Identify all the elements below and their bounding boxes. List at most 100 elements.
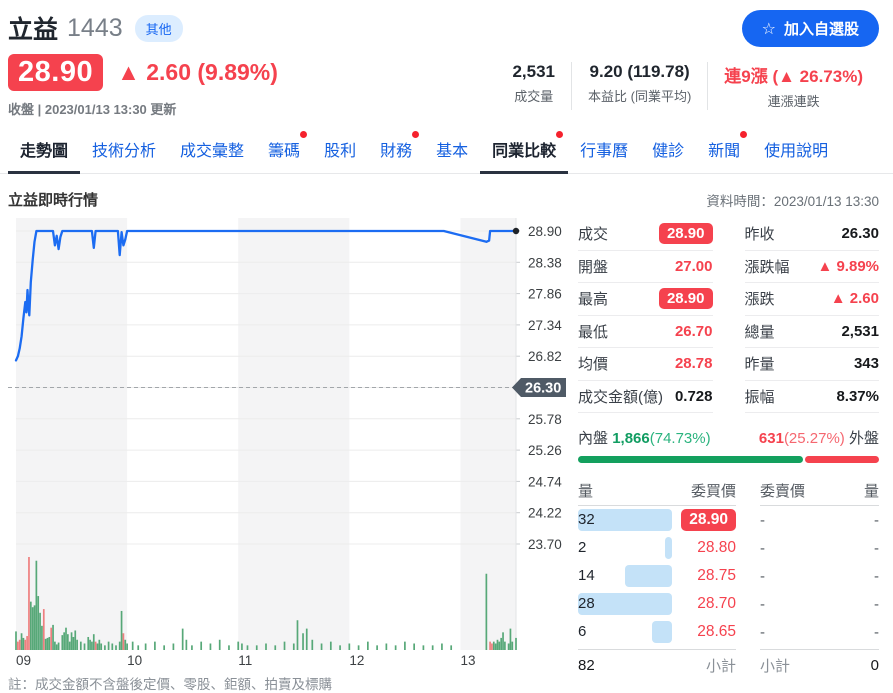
order-book-row: 32 28.90 - - — [578, 506, 879, 534]
ask-price: - — [760, 539, 765, 557]
bid-qty-cell: 14 — [578, 564, 672, 588]
inner-pct: (74.73%) — [649, 430, 711, 447]
inner-value: 1,866 — [612, 430, 650, 447]
price-line — [14, 229, 518, 362]
order-book-row: 6 28.65 - - — [578, 618, 879, 646]
notification-dot-icon — [412, 131, 420, 138]
add-watchlist-button[interactable]: ☆ 加入自選股 — [741, 10, 879, 47]
tab-同業比較[interactable]: 同業比較 — [480, 124, 569, 174]
quote-value: 343 — [853, 355, 879, 373]
tab-label: 使用說明 — [764, 143, 829, 160]
header-left: 立益 1443 其他 28.90 ▲ 2.60 (9.89%) 收盤 | 202… — [8, 10, 278, 118]
ask-price: - — [760, 567, 765, 585]
page-header: 立益 1443 其他 28.90 ▲ 2.60 (9.89%) 收盤 | 202… — [0, 0, 893, 120]
y-axis-label: 28.38 — [528, 255, 562, 270]
tab-成交彙整[interactable]: 成交彙整 — [168, 124, 256, 173]
prev-close-badge — [512, 378, 566, 397]
tab-健診[interactable]: 健診 — [640, 124, 696, 173]
ask-subtotal-label: 小計 — [760, 658, 791, 675]
chart-note: 註：成交金額不含盤後定價、零股、鉅額、拍賣及標購 — [8, 677, 332, 692]
tab-label: 財務 — [380, 143, 413, 160]
y-axis-label: 25.78 — [528, 412, 562, 427]
order-book-row: 2 28.80 - - — [578, 534, 879, 562]
section-title: 立益即時行情 — [8, 192, 99, 209]
bid-qty: 6 — [578, 623, 587, 640]
last-price-dot-icon — [512, 227, 520, 235]
quote-value: 28.90 — [658, 223, 713, 245]
chart-area: 28.90 28.38 27.86 27.34 26.82 25.78 25.26 24.74… — [8, 218, 570, 693]
order-book: 量 委買價 委賣價 量 32 28.90 - - 2 28.80 - - — [578, 476, 879, 681]
tab-bar: 走勢圖 技術分析 成交彙整 籌碼 股利 財務 基本 同業比較 行事曆 健診 新聞 使用說明 — [0, 124, 893, 174]
y-axis-label: 28.90 — [528, 224, 562, 239]
quote-value: 8.37% — [836, 387, 879, 405]
bid-price: 28.80 — [697, 539, 736, 556]
quote-label: 振幅 — [744, 388, 775, 406]
quote-value: ▲ 2.60 — [830, 290, 879, 308]
quote-row: 昨量 343 — [744, 348, 879, 381]
stat-label: 連漲連跌 — [767, 94, 820, 109]
x-axis-label: 11 — [238, 653, 252, 668]
outer-label: 外盤 — [848, 430, 879, 447]
y-axis-label: 27.86 — [528, 287, 562, 302]
update-info: 收盤 | 2023/01/13 13:30 更新 — [8, 102, 177, 117]
star-icon: ☆ — [761, 20, 776, 38]
y-axis-label: 24.22 — [528, 506, 562, 521]
ask-qty: - — [874, 623, 879, 641]
quote-row: 振幅 8.37% — [744, 381, 879, 413]
stock-name: 立益 — [8, 16, 59, 44]
ask-qty: - — [874, 511, 879, 529]
order-book-row: 28 28.70 - - — [578, 590, 879, 618]
tab-基本[interactable]: 基本 — [424, 124, 480, 173]
bid-price: 28.65 — [697, 623, 736, 640]
quote-row: 均價 28.78 — [578, 348, 713, 381]
header-bid-qty: 量 — [578, 483, 594, 500]
price-row: 28.90 ▲ 2.60 (9.89%) — [8, 54, 278, 91]
quote-label: 漲跌 — [744, 291, 775, 309]
ask-qty: - — [874, 539, 879, 557]
tab-財務[interactable]: 財務 — [368, 124, 424, 173]
quote-label: 總量 — [744, 323, 775, 341]
order-book-subtotal: 82 小計 小計 0 — [578, 649, 879, 681]
notification-dot-icon — [300, 131, 308, 138]
y-axis-label: 24.74 — [528, 474, 562, 489]
quote-label: 昨收 — [744, 226, 775, 244]
x-axis-label: 10 — [127, 653, 142, 668]
outer-stat: 631(25.27%) 外盤 — [759, 427, 879, 448]
prev-close-badge-label: 26.30 — [525, 381, 561, 397]
x-axis-label: 09 — [16, 653, 31, 668]
quote-value: ▲ 9.89% — [817, 257, 879, 275]
quote-value: 28.90 — [658, 288, 713, 310]
main-content: 28.90 28.38 27.86 27.34 26.82 25.78 25.26 24.74… — [0, 218, 893, 693]
quote-panel: 成交 28.90 開盤 27.00 最高 28.90 最低 26.70 均價 2… — [578, 218, 893, 693]
tab-股利[interactable]: 股利 — [312, 124, 368, 173]
tab-使用說明[interactable]: 使用說明 — [752, 124, 840, 173]
stat-value: 連9漲 (▲ 26.73%) — [724, 67, 863, 86]
ask-price: - — [760, 511, 765, 529]
tab-label: 走勢圖 — [20, 143, 69, 160]
header-bid-price: 委買價 — [690, 483, 736, 500]
category-badge[interactable]: 其他 — [134, 14, 183, 42]
order-book-header: 量 委買價 委賣價 量 — [578, 476, 879, 506]
quote-row: 成交金額(億) 0.728 — [578, 381, 713, 413]
price-chart[interactable]: 28.90 28.38 27.86 27.34 26.82 25.78 25.26 24.74… — [8, 218, 570, 668]
header-stat: 2,531 成交量 — [496, 62, 571, 110]
ask-qty: - — [874, 595, 879, 613]
title-row: 立益 1443 其他 — [8, 10, 278, 46]
quote-label: 成交 — [578, 226, 609, 244]
tab-技術分析[interactable]: 技術分析 — [80, 124, 168, 173]
quote-label: 最高 — [578, 291, 609, 309]
tab-走勢圖[interactable]: 走勢圖 — [8, 124, 81, 174]
inner-bar — [578, 456, 803, 463]
y-axis-label: 26.82 — [528, 349, 562, 364]
tab-籌碼[interactable]: 籌碼 — [256, 124, 312, 173]
stat-value: 2,531 — [512, 62, 555, 81]
tab-行事曆[interactable]: 行事曆 — [568, 124, 640, 173]
bid-qty-cell: 28 — [578, 592, 672, 616]
bid-volume-bar — [578, 509, 672, 531]
tab-新聞[interactable]: 新聞 — [696, 124, 752, 173]
tab-label: 股利 — [324, 143, 357, 160]
tab-label: 健診 — [652, 143, 685, 160]
bid-volume-bar — [652, 621, 672, 643]
tab-label: 籌碼 — [268, 143, 301, 160]
x-axis-label: 12 — [349, 653, 364, 668]
